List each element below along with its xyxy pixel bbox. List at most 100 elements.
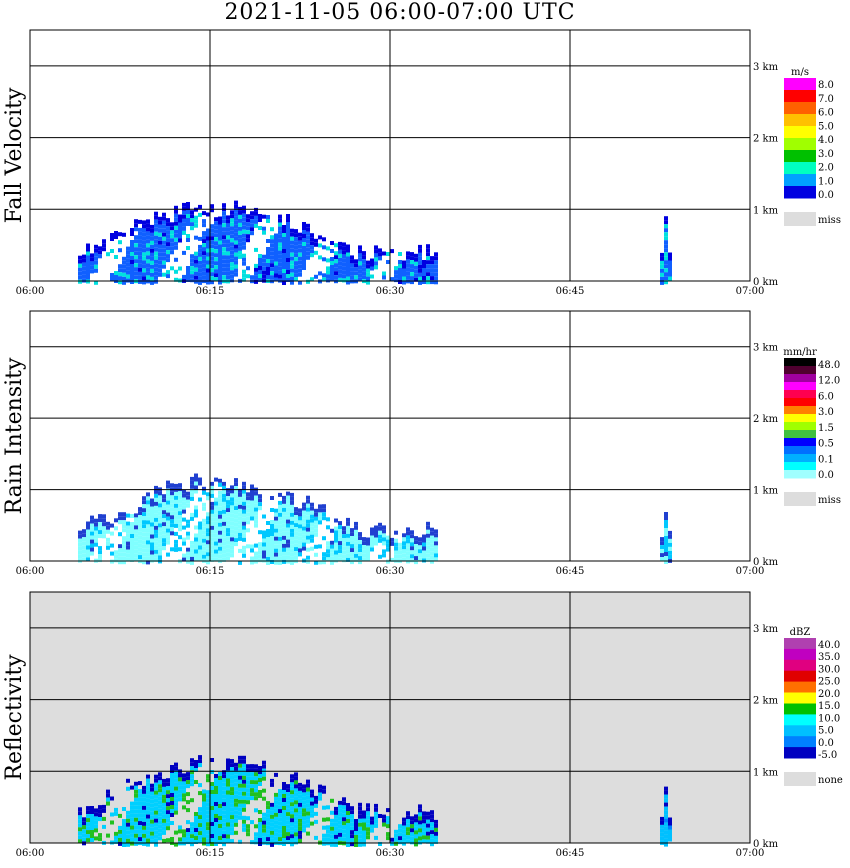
echo-cell xyxy=(214,553,218,558)
echo-cell xyxy=(82,825,86,830)
echo-cell xyxy=(406,555,410,560)
echo-cell xyxy=(374,525,378,530)
echo-cell xyxy=(302,812,306,817)
echo-cell xyxy=(134,243,138,248)
echo-cell xyxy=(282,810,286,814)
echo-cell xyxy=(664,516,668,520)
echo-cell xyxy=(190,226,194,231)
echo-cell xyxy=(134,239,138,244)
echo-cell xyxy=(222,802,226,807)
echo-cell xyxy=(278,218,282,223)
echo-cell xyxy=(282,499,286,504)
echo-cell xyxy=(286,800,290,805)
echo-cell xyxy=(214,802,218,806)
x-tick-label: 06:15 xyxy=(196,566,225,577)
echo-cell xyxy=(218,232,222,237)
echo-cell xyxy=(406,271,410,276)
echo-cell xyxy=(106,801,110,806)
echo-cell xyxy=(218,526,222,531)
echo-cell xyxy=(126,274,130,279)
echo-cell xyxy=(150,787,154,792)
echo-cell xyxy=(298,256,302,261)
echo-cell xyxy=(170,507,174,512)
echo-cell xyxy=(382,541,386,546)
echo-cell xyxy=(218,784,222,788)
echo-cell xyxy=(114,526,118,531)
echo-cell xyxy=(414,544,418,549)
echo-cell xyxy=(90,810,94,814)
echo-cell xyxy=(158,531,162,536)
echo-cell xyxy=(198,244,202,249)
echo-cell xyxy=(150,827,154,832)
echo-cell xyxy=(146,834,150,839)
x-tick-label: 06:30 xyxy=(376,566,405,577)
legend-label: 4.0 xyxy=(818,135,834,146)
echo-cell xyxy=(222,509,226,514)
echo-cell xyxy=(374,265,378,270)
legend-swatch xyxy=(784,747,816,759)
echo-cell xyxy=(338,541,342,546)
legend-label: 0.0 xyxy=(818,738,834,749)
echo-cell xyxy=(190,254,194,259)
echo-cell xyxy=(422,260,426,264)
echo-cell xyxy=(258,810,262,814)
echo-cell xyxy=(418,553,422,558)
echo-cell xyxy=(366,260,370,265)
echo-cell xyxy=(322,817,326,822)
echo-cell xyxy=(246,230,250,235)
echo-cell xyxy=(326,549,330,554)
echo-cell xyxy=(242,509,246,514)
echo-cell xyxy=(294,265,298,270)
echo-cell xyxy=(254,279,258,284)
echo-cell xyxy=(122,839,126,843)
echo-cell xyxy=(282,245,286,249)
legend-swatch xyxy=(784,438,816,447)
echo-cell xyxy=(664,814,668,819)
echo-cell xyxy=(182,525,186,530)
echo-cell xyxy=(122,260,126,265)
echo-cell xyxy=(346,811,350,815)
legend-label: 3.0 xyxy=(818,407,834,418)
echo-cell xyxy=(426,256,430,261)
echo-cell xyxy=(166,222,170,227)
echo-cell xyxy=(222,203,226,208)
echo-cell xyxy=(94,280,98,285)
echo-cell xyxy=(346,819,350,823)
echo-cell xyxy=(218,506,222,511)
echo-cell xyxy=(178,491,182,496)
x-tick-label: 06:45 xyxy=(556,286,585,297)
echo-cell xyxy=(186,270,190,274)
echo-cell xyxy=(434,537,438,542)
echo-cell xyxy=(426,525,430,530)
echo-cell xyxy=(242,819,246,824)
echo-cell xyxy=(378,530,382,535)
echo-cell xyxy=(234,770,238,775)
echo-cell xyxy=(334,271,338,276)
echo-cell xyxy=(358,536,362,541)
echo-cell xyxy=(178,777,182,782)
echo-cell xyxy=(282,842,286,846)
echo-cell xyxy=(350,818,354,823)
echo-cell xyxy=(302,522,306,527)
echo-cell xyxy=(126,513,130,518)
echo-cell xyxy=(114,518,118,523)
echo-cell xyxy=(130,542,134,546)
echo-cell xyxy=(146,818,150,823)
echo-cell xyxy=(310,277,314,282)
echo-cell xyxy=(202,263,206,268)
echo-cell xyxy=(382,553,386,558)
echo-cell xyxy=(262,820,266,825)
echo-cell xyxy=(210,818,214,822)
echo-cell xyxy=(282,794,286,798)
echo-cell xyxy=(226,834,230,839)
echo-cell xyxy=(426,831,430,836)
echo-cell xyxy=(302,238,306,242)
echo-cell xyxy=(234,204,238,209)
echo-cell xyxy=(262,816,266,821)
echo-cell xyxy=(174,778,178,783)
echo-cell xyxy=(418,256,422,261)
echo-cell xyxy=(78,267,82,272)
echo-cell xyxy=(162,526,166,531)
echo-cell xyxy=(358,810,362,815)
echo-cell xyxy=(282,225,286,229)
